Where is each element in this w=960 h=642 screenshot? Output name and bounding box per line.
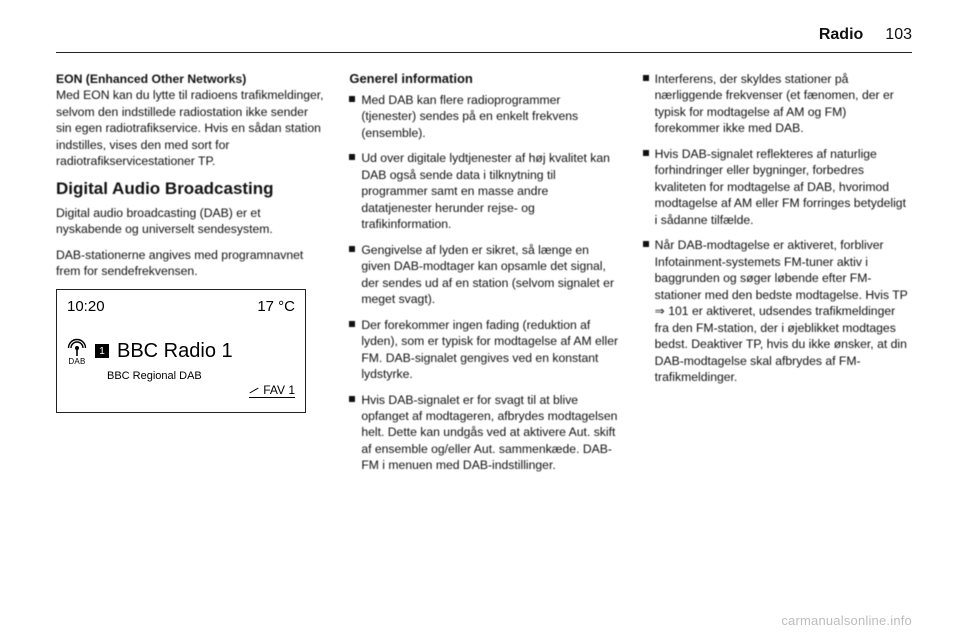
manual-page: Radio 103 EON (Enhanced Other Networks) … [0, 0, 960, 642]
watermark: carmanualsonline.info [781, 613, 912, 628]
list-item: Når DAB-modtagelse er aktiveret, forbliv… [643, 237, 912, 385]
eon-body: Med EON kan du lytte til radioens tra­fi… [56, 88, 324, 168]
eon-heading: EON (Enhanced Other Networks) [56, 72, 246, 86]
list-item: Med DAB kan flere radioprogram­mer (tjen… [349, 92, 618, 141]
list-item: Gengivelse af lyden er sikret, så længe … [349, 242, 618, 308]
radio-display-topbar: 10:20 17 °C [67, 298, 295, 315]
dab-indicator: DAB [67, 337, 87, 366]
header-page-number: 103 [885, 26, 912, 44]
radio-temp: 17 °C [257, 298, 295, 315]
station-name: BBC Radio 1 [117, 340, 233, 363]
general-info-list: Med DAB kan flere radioprogram­mer (tjen… [349, 92, 618, 474]
station-subline: BBC Regional DAB [107, 370, 295, 382]
general-info-list-continued: Interferens, der skyldes stationer på næ… [643, 71, 912, 385]
dab-paragraph-2: DAB-stationerne angives med pro­gramnavn… [56, 247, 325, 280]
content-columns: EON (Enhanced Other Networks) Med EON ka… [56, 71, 912, 483]
header-section-title: Radio [819, 26, 863, 44]
dab-heading: Digital Audio Broadcasting [56, 179, 325, 199]
list-item: Interferens, der skyldes stationer på næ… [643, 71, 912, 137]
fav-indicator: FAV 1 [249, 383, 295, 398]
radio-display-figure: 10:20 17 °C DAB [56, 289, 306, 413]
column-2: Generel information Med DAB kan flere ra… [349, 71, 618, 483]
list-item: Ud over digitale lydtjenester af høj kva… [349, 150, 618, 232]
eon-paragraph: EON (Enhanced Other Networks) Med EON ka… [56, 71, 325, 170]
column-1: EON (Enhanced Other Networks) Med EON ka… [56, 71, 325, 483]
column-3: Interferens, der skyldes stationer på næ… [643, 71, 912, 483]
dab-label: DAB [68, 358, 85, 366]
list-item: Hvis DAB-signalet reflekteres af naturli… [643, 146, 912, 228]
antenna-icon [67, 337, 87, 357]
radio-display-main: DAB 1 BBC Radio 1 [67, 337, 295, 366]
list-item: Hvis DAB-signalet er for svagt til at bl… [349, 392, 618, 474]
header-rule [56, 52, 912, 53]
general-info-heading: Generel information [349, 71, 618, 86]
radio-time: 10:20 [67, 298, 105, 315]
page-header: Radio 103 [56, 26, 912, 44]
preset-number: 1 [95, 344, 109, 358]
list-item: Der forekommer ingen fading (re­duktion … [349, 317, 618, 383]
dab-paragraph-1: Digital audio broadcasting (DAB) er et n… [56, 205, 325, 238]
